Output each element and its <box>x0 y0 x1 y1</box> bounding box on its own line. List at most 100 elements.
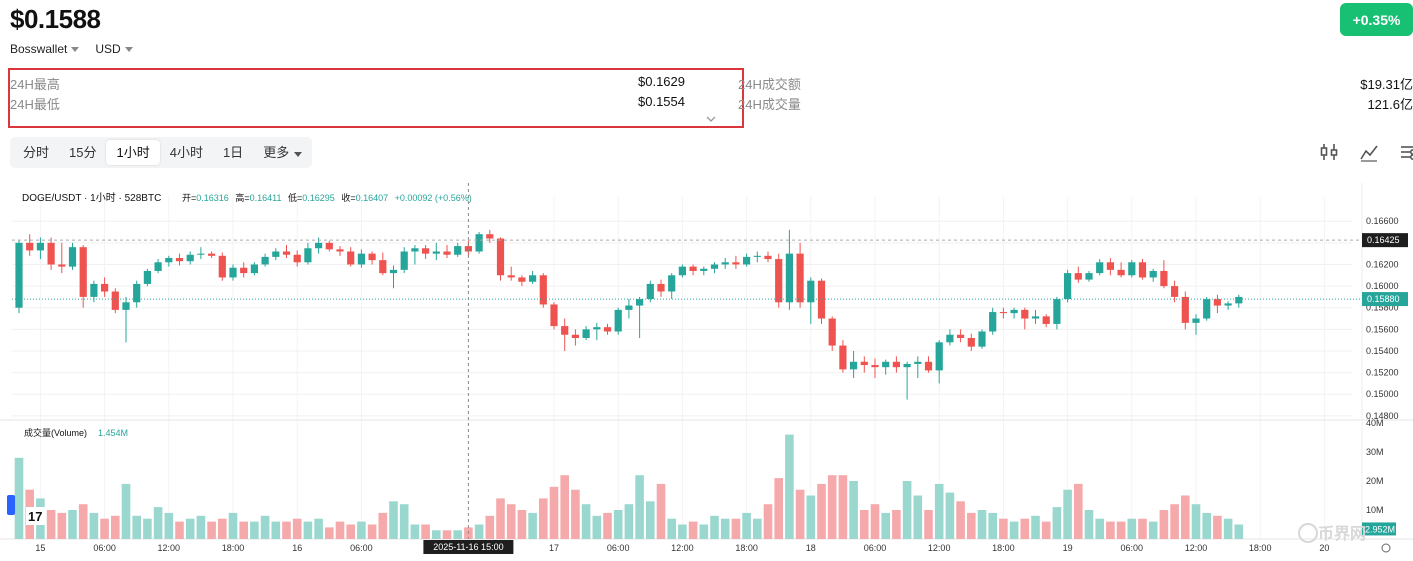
candle[interactable] <box>1181 296 1189 323</box>
candle[interactable] <box>914 361 922 364</box>
candle[interactable] <box>1192 318 1200 323</box>
candle[interactable] <box>229 267 237 278</box>
candle[interactable] <box>282 251 291 255</box>
candle[interactable] <box>175 257 184 262</box>
candle[interactable] <box>315 242 323 249</box>
candle[interactable] <box>1171 286 1179 297</box>
candle[interactable] <box>1160 270 1168 287</box>
candle[interactable] <box>1117 269 1125 276</box>
tab-15m[interactable]: 15分 <box>69 145 97 160</box>
candle[interactable] <box>700 268 708 271</box>
candlestick-chart[interactable]: 0.166000.164000.162000.160000.158000.156… <box>0 183 1413 561</box>
candle[interactable] <box>165 257 173 263</box>
candle[interactable] <box>999 312 1007 314</box>
candle[interactable] <box>668 275 676 292</box>
candlestick-icon[interactable] <box>1318 141 1340 163</box>
panel-toggle-icon[interactable] <box>7 495 15 515</box>
candle[interactable] <box>261 256 269 265</box>
candle[interactable] <box>15 242 23 308</box>
candle[interactable] <box>1031 316 1040 319</box>
tab-1d[interactable]: 1日 <box>222 145 244 160</box>
candle[interactable] <box>357 253 365 265</box>
candle[interactable] <box>1021 309 1029 319</box>
candle[interactable] <box>304 248 312 263</box>
candle[interactable] <box>614 309 622 332</box>
candle[interactable] <box>411 248 419 252</box>
candle[interactable] <box>79 247 87 297</box>
candle[interactable] <box>379 260 387 274</box>
candle[interactable] <box>250 264 258 274</box>
candle[interactable] <box>1213 299 1221 306</box>
candle[interactable] <box>1203 299 1211 319</box>
candle[interactable] <box>1053 299 1061 324</box>
candle[interactable] <box>967 337 975 347</box>
candle[interactable] <box>1128 262 1136 276</box>
candle[interactable] <box>903 363 911 368</box>
candle[interactable] <box>133 283 141 303</box>
candle[interactable] <box>1106 262 1114 270</box>
candle[interactable] <box>186 254 194 262</box>
settings-gear-icon[interactable] <box>1381 543 1391 553</box>
candle[interactable] <box>743 256 751 265</box>
candle[interactable] <box>807 280 815 303</box>
tab-4h[interactable]: 4小时 <box>169 145 203 160</box>
candle[interactable] <box>293 254 301 263</box>
candle[interactable] <box>454 246 462 255</box>
candle[interactable] <box>58 264 66 267</box>
candle[interactable] <box>678 266 686 276</box>
tab-more[interactable]: 更多 <box>253 140 312 165</box>
candle[interactable] <box>475 234 483 252</box>
candle[interactable] <box>197 253 205 255</box>
candle[interactable] <box>593 327 601 330</box>
candle[interactable] <box>325 242 333 250</box>
candle[interactable] <box>539 275 547 305</box>
candle[interactable] <box>817 280 826 319</box>
candle[interactable] <box>154 262 162 271</box>
candle[interactable] <box>625 305 633 310</box>
candle[interactable] <box>989 312 997 332</box>
candle[interactable] <box>882 361 890 368</box>
candle[interactable] <box>1138 262 1147 278</box>
candle[interactable] <box>1235 296 1243 304</box>
candle[interactable] <box>389 269 398 274</box>
tab-1h[interactable]: 1小时 <box>106 140 160 165</box>
candle[interactable] <box>850 361 858 370</box>
candle[interactable] <box>368 253 376 261</box>
candle[interactable] <box>218 255 226 278</box>
candle[interactable] <box>422 248 430 254</box>
candle[interactable] <box>1064 273 1072 300</box>
candle[interactable] <box>272 251 280 257</box>
line-chart-icon[interactable] <box>1358 141 1380 163</box>
candle[interactable] <box>657 283 665 292</box>
candle[interactable] <box>443 251 451 255</box>
candle[interactable] <box>710 264 719 269</box>
chevron-down-icon[interactable] <box>706 114 716 124</box>
candle[interactable] <box>828 318 836 346</box>
candle[interactable] <box>860 361 868 366</box>
candle[interactable] <box>47 242 55 265</box>
candle[interactable] <box>550 304 558 327</box>
candle[interactable] <box>636 299 644 306</box>
candle[interactable] <box>839 345 847 370</box>
candle[interactable] <box>603 327 612 332</box>
candle[interactable] <box>785 253 793 303</box>
candle[interactable] <box>1010 309 1018 314</box>
candle[interactable] <box>753 255 761 257</box>
candle[interactable] <box>507 275 515 278</box>
candle[interactable] <box>571 334 579 338</box>
candle[interactable] <box>732 262 740 265</box>
candle[interactable] <box>26 242 34 251</box>
candle[interactable] <box>924 361 933 371</box>
candle[interactable] <box>90 283 98 297</box>
candle[interactable] <box>1149 270 1157 278</box>
candle[interactable] <box>646 283 654 300</box>
candle[interactable] <box>721 262 729 265</box>
tab-time[interactable]: 分时 <box>23 145 50 160</box>
candle[interactable] <box>935 342 943 371</box>
candle[interactable] <box>400 251 408 270</box>
candle[interactable] <box>764 255 772 260</box>
candle[interactable] <box>111 291 119 310</box>
candle[interactable] <box>36 242 44 251</box>
candle[interactable] <box>518 277 526 282</box>
candle[interactable] <box>582 329 590 338</box>
